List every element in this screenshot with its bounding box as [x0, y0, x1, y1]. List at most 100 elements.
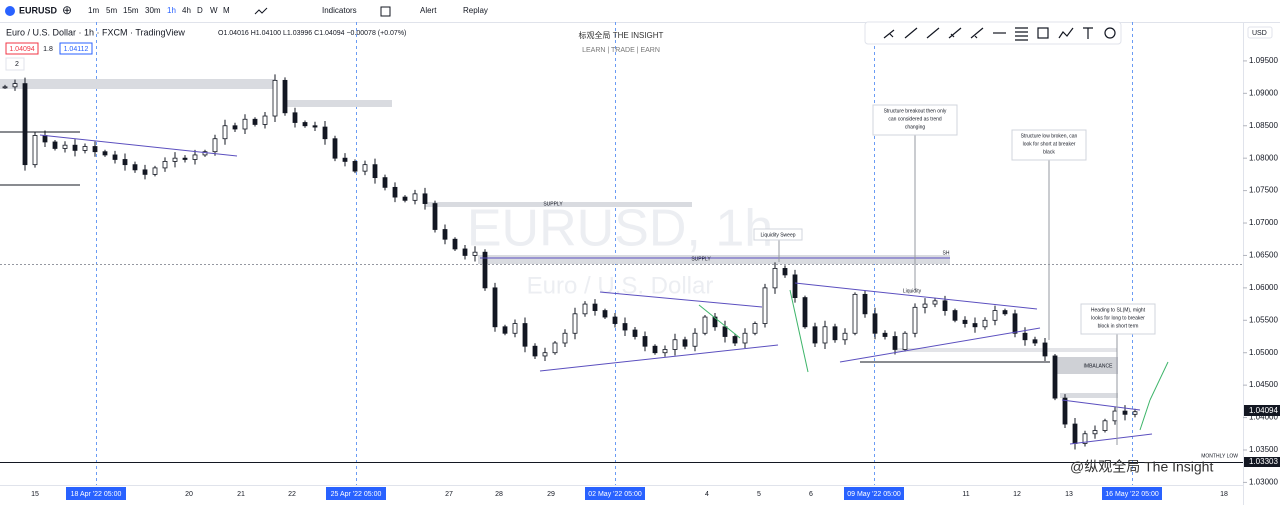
time-label: 21	[237, 491, 245, 498]
candle-body	[512, 323, 518, 334]
drawing-line	[1069, 433, 1153, 445]
drawing-line	[1139, 399, 1151, 431]
candle-body	[332, 138, 338, 159]
price-tick-label: 1.09000	[1249, 88, 1278, 97]
replay[interactable]: Replay	[463, 6, 488, 15]
tool-text[interactable]	[1083, 27, 1093, 39]
interval[interactable]: M	[223, 6, 230, 15]
price-tick-label: 1.07500	[1249, 186, 1278, 195]
candle-body	[1012, 313, 1018, 334]
tool-trend[interactable]	[904, 27, 918, 39]
time-label: 18 Apr '22 05:00	[71, 491, 122, 498]
candle-body	[292, 112, 298, 123]
interval[interactable]: 15m	[123, 6, 139, 15]
sweep-label: Liquidity Sweep	[760, 232, 795, 238]
candle-body	[362, 164, 368, 172]
interval[interactable]: 5m	[106, 6, 117, 15]
candle-body	[502, 326, 508, 334]
tool-settings[interactable]	[1104, 27, 1116, 39]
candle-body	[482, 251, 488, 289]
time-label: 16 May '22 05:00	[1105, 491, 1159, 498]
header-title: 标观全局 THE INSIGHT	[579, 30, 664, 40]
bid-box	[5, 42, 39, 55]
tool-extended[interactable]	[948, 27, 962, 39]
interval[interactable]: D	[197, 6, 203, 15]
candle-body	[352, 161, 358, 172]
candle-body	[562, 332, 568, 344]
candle-body	[632, 329, 638, 337]
drawing-line	[1061, 399, 1141, 411]
last-price: 1.04094	[1249, 406, 1278, 415]
candle-body	[422, 193, 428, 204]
candle-body	[32, 135, 38, 166]
candle-body	[272, 79, 278, 117]
credit: @纵观全局 The Insight	[1070, 459, 1213, 475]
interval[interactable]: 1m	[88, 6, 99, 15]
note-text: Structure breakout then only	[884, 108, 947, 114]
candle-body	[942, 300, 948, 311]
interval[interactable]: 30m	[145, 6, 161, 15]
candle-body	[882, 332, 888, 337]
candle-body	[732, 336, 738, 344]
tool-ray[interactable]	[926, 27, 940, 39]
candle-body	[462, 248, 468, 256]
currency[interactable]: USD	[1252, 30, 1267, 37]
legend-name: Euro / U.S. Dollar · 1h · FXCM · Trading…	[6, 27, 185, 37]
candle-body	[582, 303, 588, 315]
interval[interactable]: 4h	[182, 6, 191, 15]
interval[interactable]: 1h	[167, 6, 176, 15]
candle-body	[182, 157, 188, 160]
candle-body	[72, 144, 78, 151]
tool-info[interactable]	[970, 27, 984, 39]
candle-body	[1112, 410, 1118, 422]
candle-body	[1082, 433, 1088, 444]
candle-body	[2, 86, 8, 89]
price-tick-label: 1.06000	[1249, 283, 1278, 292]
price-tick-label: 1.07000	[1249, 218, 1278, 227]
candle-body	[692, 332, 698, 347]
tool-pattern[interactable]	[1058, 27, 1074, 39]
candle-body	[192, 154, 198, 160]
candle-body	[382, 177, 388, 188]
candle-body	[202, 151, 208, 156]
candle-body	[122, 159, 128, 166]
time-label: 6	[809, 491, 813, 498]
indicators[interactable]: Indicators	[322, 6, 357, 15]
zone	[895, 348, 1117, 352]
candle-body	[472, 251, 478, 256]
templates-icon[interactable]	[380, 6, 391, 17]
add-symbol[interactable]: ⊕	[62, 3, 72, 17]
time-highlight	[844, 487, 904, 500]
drawing-line	[599, 291, 763, 308]
alert[interactable]: Alert	[420, 6, 437, 15]
symbol-icon[interactable]	[5, 6, 15, 16]
note-box	[753, 228, 803, 241]
bid-price: 1.04094	[9, 46, 34, 53]
chart-type-icon[interactable]	[254, 7, 268, 15]
candle-body	[872, 313, 878, 334]
candle-body	[552, 342, 558, 354]
tool-fib[interactable]	[1015, 27, 1028, 41]
candle-body	[1102, 420, 1108, 431]
candle-body	[62, 144, 68, 149]
currency-box[interactable]	[1247, 26, 1273, 39]
note-text: look for short at breaker	[1023, 141, 1076, 147]
candle-body	[262, 115, 268, 125]
candle-body	[402, 196, 408, 201]
drawing-line	[539, 344, 779, 372]
time-label: 5	[757, 491, 761, 498]
imbalance-label: IMBALANCE	[1084, 363, 1114, 369]
candle-body	[142, 169, 148, 175]
symbol[interactable]: EURUSD	[19, 5, 58, 15]
tool-brush[interactable]	[883, 29, 895, 39]
candle-body	[492, 287, 498, 328]
interval[interactable]: W	[210, 6, 218, 15]
candle-body	[162, 161, 168, 169]
candle-body	[302, 122, 308, 127]
price-tick-label: 1.03500	[1249, 445, 1278, 454]
candle-body	[742, 332, 748, 344]
tool-rect[interactable]	[1037, 27, 1049, 39]
candle-body	[242, 118, 248, 130]
candle-body	[1002, 310, 1008, 315]
